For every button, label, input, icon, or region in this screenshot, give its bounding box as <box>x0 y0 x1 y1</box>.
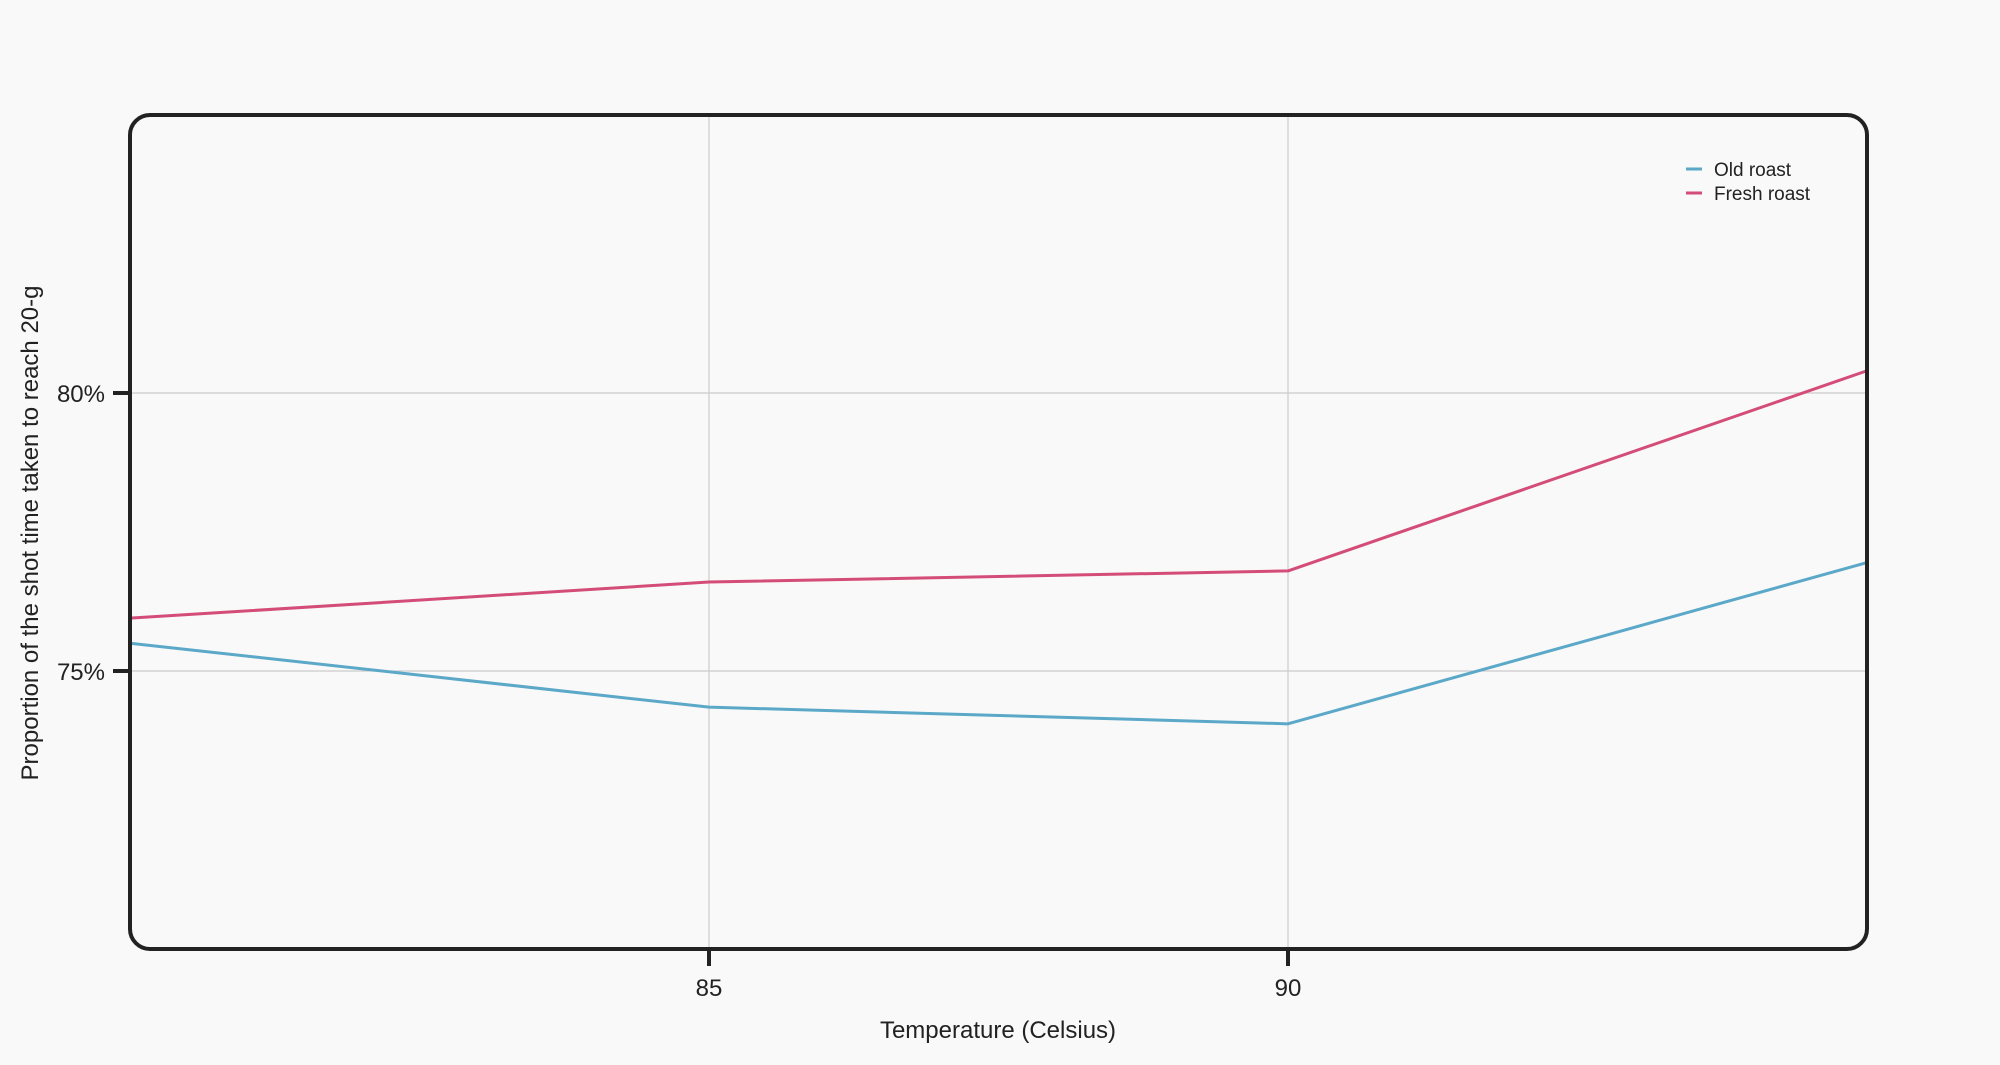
legend-label-fresh-roast: Fresh roast <box>1714 184 1811 205</box>
grid <box>130 115 1867 949</box>
series-line-old-roast <box>128 561 1869 726</box>
plot-frame <box>128 113 1869 951</box>
data-point-fresh-roast-85 <box>707 580 711 584</box>
x-axis-label: Temperature (Celsius) <box>880 1017 1116 1044</box>
axis-ticks: 85 90 75% 80% <box>57 381 1301 1002</box>
x-tick-label-85: 85 <box>696 975 723 1002</box>
legend-label-old-roast: Old roast <box>1714 160 1792 181</box>
x-tick-label-90: 90 <box>1275 975 1302 1002</box>
legend-item-old-roast: Old roast <box>1686 160 1792 181</box>
data-point-fresh-roast-90 <box>1286 569 1290 573</box>
y-tick-label-80: 80% <box>57 381 105 408</box>
legend-item-fresh-roast: Fresh roast <box>1686 184 1811 205</box>
legend: Old roast Fresh roast <box>1686 160 1811 205</box>
data-point-old-roast-85 <box>707 705 711 709</box>
y-tick-label-75: 75% <box>57 659 105 686</box>
series-lines <box>128 369 1869 726</box>
data-point-old-roast-90 <box>1286 722 1290 726</box>
series-line-fresh-roast <box>128 369 1869 620</box>
y-axis-label: Proportion of the shot time taken to rea… <box>17 286 44 781</box>
